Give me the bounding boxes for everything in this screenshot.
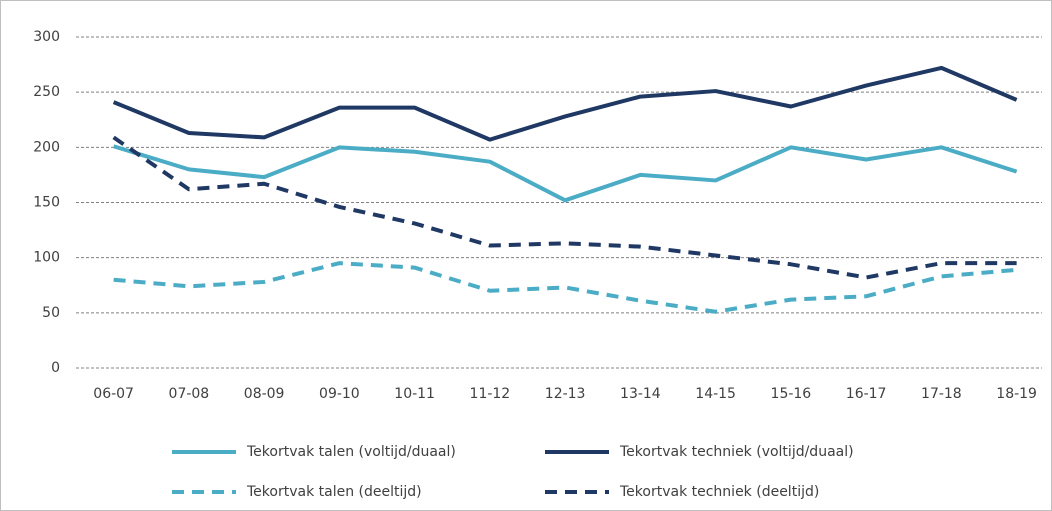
series-line	[112, 65, 1018, 142]
legend-label: Tekortvak techniek (voltijd/duaal)	[619, 444, 854, 460]
x-tick-label: 17-18	[921, 386, 962, 402]
y-tick-label: 0	[51, 360, 60, 376]
x-tick-label: 11-12	[470, 386, 511, 402]
y-tick-label: 150	[33, 195, 60, 211]
x-tick-label: 13-14	[620, 386, 661, 402]
x-tick-label: 09-10	[319, 386, 360, 402]
y-tick-label: 300	[33, 29, 60, 45]
x-tick-label: 14-15	[695, 386, 736, 402]
legend-label: Tekortvak talen (deeltijd)	[246, 484, 422, 500]
legend-label: Tekortvak talen (voltijd/duaal)	[246, 444, 456, 460]
series-line	[113, 144, 1018, 203]
x-tick-label: 18-19	[996, 386, 1037, 402]
x-tick-label: 06-07	[93, 386, 134, 402]
x-tick-label: 15-16	[771, 386, 812, 402]
legend-label: Tekortvak techniek (deeltijd)	[619, 484, 819, 500]
series-line	[113, 261, 1017, 314]
x-tick-label: 08-09	[244, 386, 285, 402]
series-line	[112, 135, 1017, 280]
y-tick-label: 50	[42, 305, 60, 321]
x-tick-label: 16-17	[846, 386, 887, 402]
x-tick-label: 07-08	[169, 386, 210, 402]
y-tick-label: 100	[33, 250, 60, 266]
x-tick-label: 12-13	[545, 386, 586, 402]
y-tick-label: 200	[33, 139, 60, 155]
x-tick-label: 10-11	[394, 386, 435, 402]
y-tick-label: 250	[33, 84, 60, 100]
